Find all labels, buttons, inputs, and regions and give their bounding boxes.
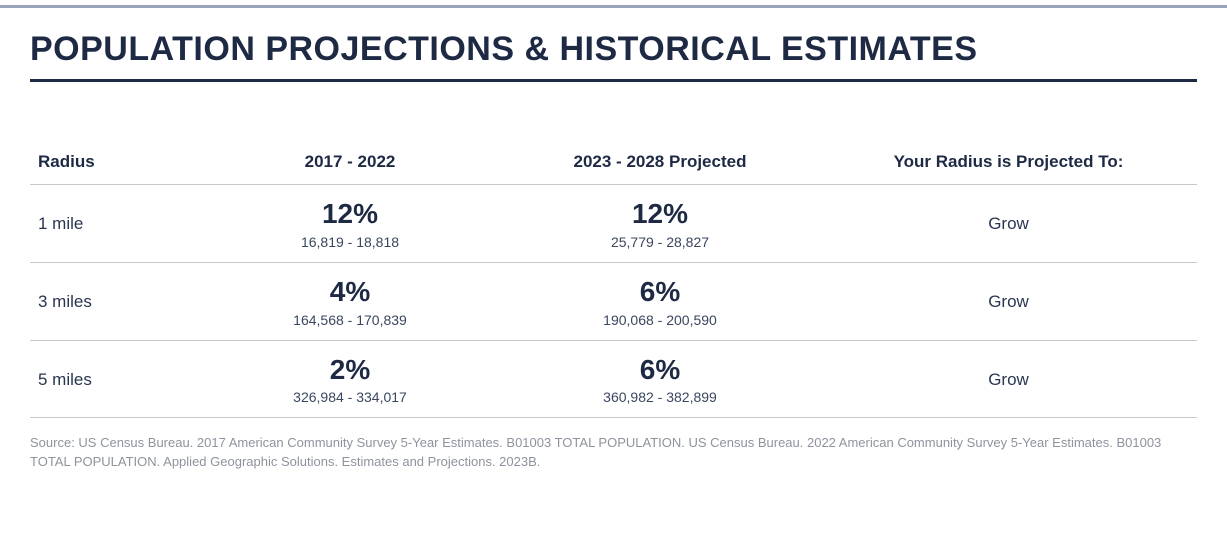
cell-historical: 4% 164,568 - 170,839: [200, 262, 500, 340]
cell-status: Grow: [820, 262, 1197, 340]
col-header-radius: Radius: [30, 152, 200, 185]
table-row: 1 mile 12% 16,819 - 18,818 12% 25,779 - …: [30, 185, 1197, 263]
cell-historical: 2% 326,984 - 334,017: [200, 340, 500, 418]
historical-pct: 2%: [208, 355, 492, 386]
table-header-row: Radius 2017 - 2022 2023 - 2028 Projected…: [30, 152, 1197, 185]
historical-pct: 12%: [208, 199, 492, 230]
cell-projected: 6% 360,982 - 382,899: [500, 340, 820, 418]
projected-range: 25,779 - 28,827: [508, 234, 812, 250]
col-header-historical: 2017 - 2022: [200, 152, 500, 185]
cell-radius: 1 mile: [30, 185, 200, 263]
cell-status: Grow: [820, 185, 1197, 263]
projected-pct: 6%: [508, 277, 812, 308]
cell-historical: 12% 16,819 - 18,818: [200, 185, 500, 263]
cell-projected: 12% 25,779 - 28,827: [500, 185, 820, 263]
cell-radius: 5 miles: [30, 340, 200, 418]
projected-range: 190,068 - 200,590: [508, 312, 812, 328]
top-divider: [0, 5, 1227, 8]
historical-range: 326,984 - 334,017: [208, 389, 492, 405]
historical-pct: 4%: [208, 277, 492, 308]
col-header-projected: 2023 - 2028 Projected: [500, 152, 820, 185]
col-header-status: Your Radius is Projected To:: [820, 152, 1197, 185]
cell-projected: 6% 190,068 - 200,590: [500, 262, 820, 340]
projections-table: Radius 2017 - 2022 2023 - 2028 Projected…: [30, 152, 1197, 418]
cell-status: Grow: [820, 340, 1197, 418]
table-row: 3 miles 4% 164,568 - 170,839 6% 190,068 …: [30, 262, 1197, 340]
page-title: POPULATION PROJECTIONS & HISTORICAL ESTI…: [30, 30, 1197, 82]
historical-range: 164,568 - 170,839: [208, 312, 492, 328]
table-row: 5 miles 2% 326,984 - 334,017 6% 360,982 …: [30, 340, 1197, 418]
projected-pct: 6%: [508, 355, 812, 386]
historical-range: 16,819 - 18,818: [208, 234, 492, 250]
projected-range: 360,982 - 382,899: [508, 389, 812, 405]
page-content: POPULATION PROJECTIONS & HISTORICAL ESTI…: [0, 0, 1227, 472]
projected-pct: 12%: [508, 199, 812, 230]
cell-radius: 3 miles: [30, 262, 200, 340]
source-note: Source: US Census Bureau. 2017 American …: [30, 434, 1197, 472]
